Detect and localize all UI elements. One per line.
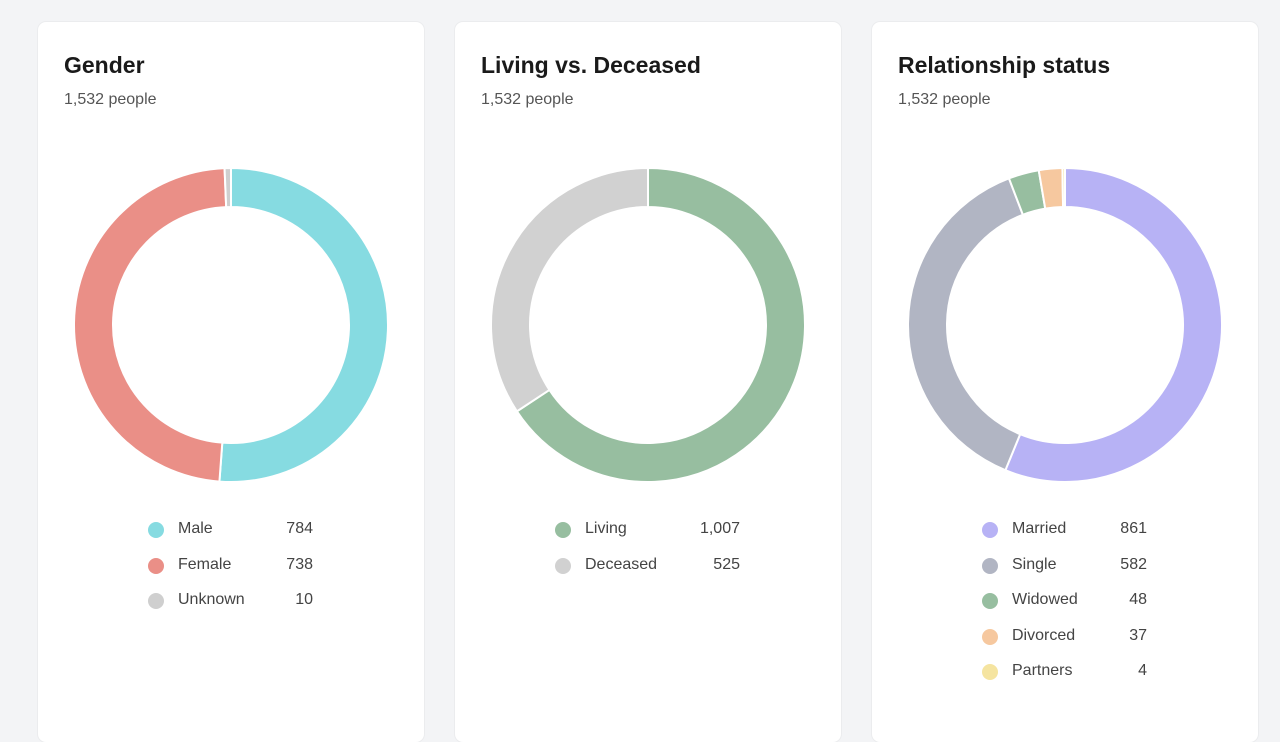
legend-swatch [982,593,998,609]
donut-slice-single[interactable] [907,177,1025,472]
legend-label: Partners [1012,662,1073,679]
legend-swatch [148,522,164,538]
legend-item-female[interactable]: Female 738 [148,554,313,590]
relationship-status-donut-chart [907,167,1223,483]
legend-swatch [555,557,571,574]
legend-label: Unknown [178,591,245,608]
legend-value: 738 [286,555,313,573]
legend-label: Deceased [585,555,658,573]
legend-item-living[interactable]: Living 1,007 [555,518,740,554]
relationship-status-legend: Married 861 Single 582 Widowed 48 Divorced 37 Pa… [982,518,1147,696]
donut-slice-married[interactable] [1004,167,1223,483]
legend-label: Male [178,520,213,537]
legend-value: 37 [1129,626,1147,644]
living-deceased-legend: Living 1,007 Deceased 525 [555,518,740,589]
legend-label: Married [1012,520,1067,537]
donut-slice-female[interactable] [73,167,228,483]
card-title: Gender [64,52,145,78]
relationship-status-card: Relationship status 1,532 people Married… [872,22,1258,742]
legend-swatch [982,664,998,680]
legend-swatch [555,522,571,538]
legend-swatch [148,557,164,574]
legend-value: 10 [295,591,313,608]
card-title: Relationship status [898,52,1111,78]
legend-value: 861 [1120,520,1147,537]
card-title: Living vs. Deceased [481,52,701,78]
legend-swatch [982,628,998,645]
legend-item-unknown[interactable]: Unknown 10 [148,589,313,625]
legend-label: Widowed [1012,591,1078,608]
gender-legend: Male 784 Female 738 Unknown 10 [148,518,313,625]
donut-slice-unknown[interactable] [223,167,232,209]
legend-swatch [148,593,164,609]
card-subtitle: 1,532 people [64,91,157,108]
donut-slice-partners[interactable] [1061,167,1066,209]
legend-value: 582 [1120,555,1147,573]
donut-slice-living[interactable] [515,167,806,483]
card-subtitle: 1,532 people [898,91,991,108]
donut-slice-deceased[interactable] [490,167,649,413]
legend-value: 784 [286,520,313,537]
legend-value: 525 [713,555,740,573]
chart-cards: Gender 1,532 people Male 784 Female 738 Unkn… [38,22,1258,742]
legend-label: Single [1012,555,1057,573]
legend-item-single[interactable]: Single 582 [982,554,1147,590]
gender-card: Gender 1,532 people Male 784 Female 738 Unkn… [38,22,424,742]
legend-item-partners[interactable]: Partners 4 [982,660,1147,696]
legend-swatch [982,557,998,574]
legend-label: Living [585,520,627,537]
legend-label: Female [178,555,232,573]
living-deceased-donut-chart [490,167,806,483]
legend-label: Divorced [1012,626,1076,644]
living-deceased-card: Living vs. Deceased 1,532 people Living 1… [455,22,841,742]
legend-value: 4 [1138,662,1147,679]
donut-slice-male[interactable] [218,167,389,483]
gender-donut-chart [73,167,389,483]
legend-item-male[interactable]: Male 784 [148,518,313,554]
legend-swatch [982,522,998,538]
legend-item-deceased[interactable]: Deceased 525 [555,554,740,590]
legend-item-divorced[interactable]: Divorced 37 [982,625,1147,661]
card-subtitle: 1,532 people [481,91,574,108]
legend-value: 48 [1129,591,1147,608]
legend-value: 1,007 [699,520,740,537]
legend-item-widowed[interactable]: Widowed 48 [982,589,1147,625]
legend-item-married[interactable]: Married 861 [982,518,1147,554]
